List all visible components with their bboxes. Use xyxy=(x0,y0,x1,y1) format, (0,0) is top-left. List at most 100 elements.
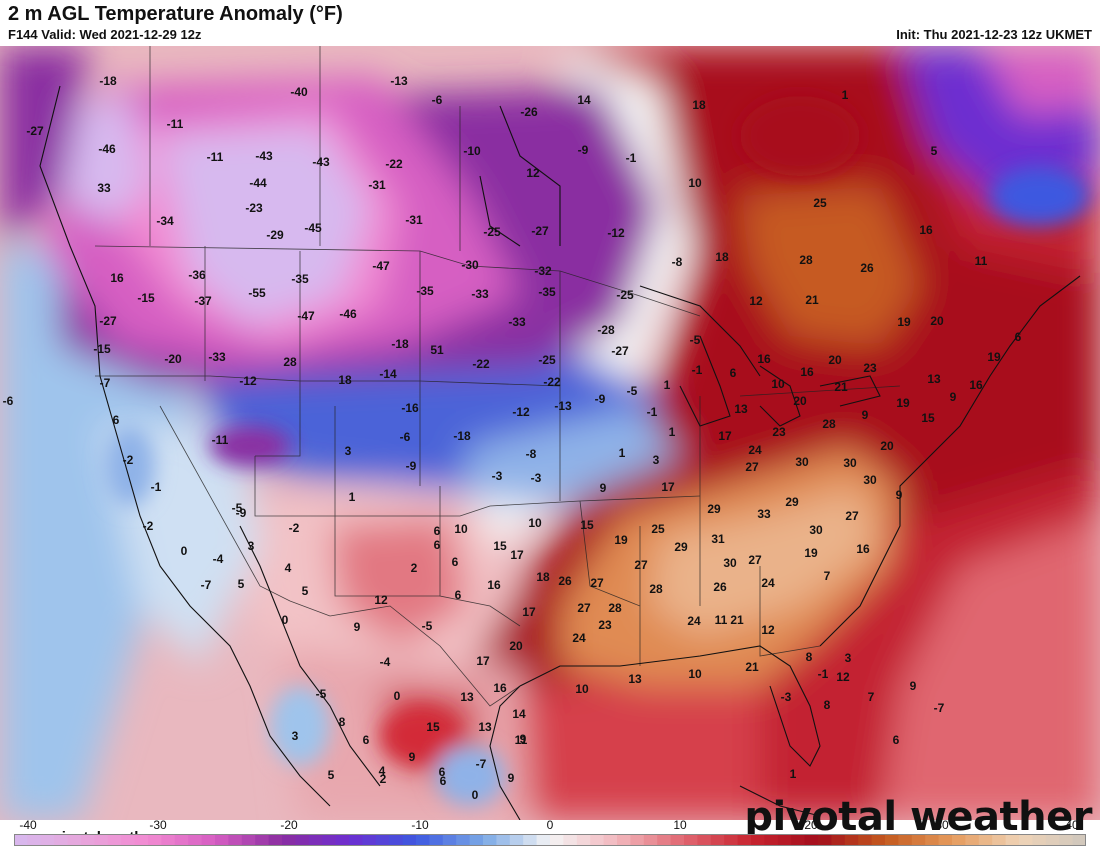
anomaly-value-label: -3 xyxy=(491,469,503,483)
colorbar-tick: 40 xyxy=(1065,818,1079,832)
anomaly-value-label: 6 xyxy=(1014,330,1022,344)
colorbar-swatch xyxy=(67,834,82,846)
anomaly-value-label: 23 xyxy=(598,618,612,632)
anomaly-field xyxy=(0,46,1100,820)
anomaly-value-label: -27 xyxy=(531,224,549,238)
anomaly-value-label: -5 xyxy=(421,619,433,633)
anomaly-value-label: 9 xyxy=(909,679,917,693)
anomaly-value-label: -3 xyxy=(530,471,542,485)
anomaly-value-label: 27 xyxy=(634,558,648,572)
colorbar-swatch xyxy=(791,834,806,846)
colorbar-swatch xyxy=(134,834,149,846)
anomaly-value-label: -2 xyxy=(122,453,134,467)
anomaly-value-label: -28 xyxy=(597,323,615,337)
anomaly-value-label: -13 xyxy=(390,74,408,88)
anomaly-value-label: -34 xyxy=(156,214,174,228)
anomaly-value-label: 23 xyxy=(772,425,786,439)
colorbar-swatch xyxy=(670,834,685,846)
colorbar-swatch xyxy=(617,834,631,846)
colorbar-tick: -20 xyxy=(280,818,298,832)
anomaly-value-label: -46 xyxy=(98,142,116,156)
anomaly-value-label: -18 xyxy=(99,74,117,88)
anomaly-value-label: 16 xyxy=(919,223,933,237)
anomaly-value-label: -2 xyxy=(288,521,300,535)
anomaly-value-label: 26 xyxy=(860,261,874,275)
anomaly-value-label: 9 xyxy=(861,408,869,422)
anomaly-value-label: -11 xyxy=(211,433,229,447)
colorbar-swatch xyxy=(536,834,551,846)
anomaly-details xyxy=(105,96,1090,806)
anomaly-value-label: -1 xyxy=(817,667,829,681)
anomaly-value-label: 18 xyxy=(338,373,352,387)
anomaly-value-label: 5 xyxy=(301,584,309,598)
anomaly-value-label: 6 xyxy=(454,588,462,602)
colorbar-swatch xyxy=(107,834,122,846)
anomaly-value-label: 6 xyxy=(112,413,120,427)
anomaly-value-label: 2 xyxy=(379,772,387,786)
anomaly-value-label: 6 xyxy=(451,555,459,569)
anomaly-value-label: 13 xyxy=(478,720,492,734)
anomaly-value-label: -7 xyxy=(200,578,212,592)
anomaly-value-label: 5 xyxy=(327,768,335,782)
anomaly-value-label: 15 xyxy=(921,411,935,425)
anomaly-value-label: -4 xyxy=(379,655,391,669)
anomaly-value-label: -15 xyxy=(137,291,155,305)
anomaly-value-label: 17 xyxy=(718,429,732,443)
colorbar-swatch xyxy=(911,834,926,846)
anomaly-value-label: 27 xyxy=(590,576,604,590)
anomaly-value-label: -47 xyxy=(297,309,315,323)
colorbar-swatch xyxy=(442,834,457,846)
colorbar-swatch xyxy=(576,834,591,846)
anomaly-value-label: 28 xyxy=(283,355,297,369)
valid-time: F144 Valid: Wed 2021-12-29 12z xyxy=(8,27,202,42)
anomaly-value-label: -27 xyxy=(26,124,44,138)
colorbar-swatch xyxy=(389,834,404,846)
colorbar-swatch xyxy=(201,834,216,846)
anomaly-value-label: 19 xyxy=(987,350,1001,364)
anomaly-value-label: -9 xyxy=(405,459,417,473)
anomaly-value-label: -31 xyxy=(405,213,423,227)
colorbar-swatch xyxy=(54,834,69,846)
anomaly-value-label: 26 xyxy=(713,580,727,594)
anomaly-value-label: 20 xyxy=(509,639,523,653)
colorbar-swatch xyxy=(456,834,471,846)
anomaly-value-label: -8 xyxy=(525,447,537,461)
anomaly-value-label: 26 xyxy=(558,574,572,588)
anomaly-value-label: 51 xyxy=(430,343,444,357)
colorbar-swatch xyxy=(630,834,645,846)
anomaly-value-label: -5 xyxy=(315,687,327,701)
anomaly-value-label: 13 xyxy=(927,372,941,386)
colorbar-tick: -40 xyxy=(19,818,37,832)
anomaly-value-label: 6 xyxy=(433,538,441,552)
anomaly-value-label: 14 xyxy=(577,93,591,107)
anomaly-value-label: -5 xyxy=(626,384,638,398)
temperature-anomaly-map: -18 -40 -13 -6 14 18 1 5 -27 -11 -46 -11 -43 -43 -22 -1… xyxy=(0,46,1100,820)
anomaly-value-label: -6 xyxy=(2,394,14,408)
colorbar-swatch xyxy=(925,834,940,846)
anomaly-value-label: 2 xyxy=(410,561,418,575)
colorbar-tick-labels: -40 -30 -20 -10 0 10 20 30 40 xyxy=(0,818,1100,834)
anomaly-value-label: -10 xyxy=(463,144,481,158)
anomaly-value-label: 27 xyxy=(577,601,591,615)
anomaly-value-label: 6 xyxy=(362,733,370,747)
colorbar-swatch xyxy=(349,834,363,846)
anomaly-value-label: 7 xyxy=(867,690,875,704)
anomaly-value-label: 29 xyxy=(707,502,721,516)
anomaly-value-label: 33 xyxy=(97,181,111,195)
anomaly-value-label: -47 xyxy=(372,259,390,273)
anomaly-value-label: -4 xyxy=(212,552,224,566)
colorbar-swatch xyxy=(590,834,605,846)
colorbar-swatch xyxy=(952,834,966,846)
colorbar-swatch xyxy=(121,834,136,846)
colorbar xyxy=(14,834,1086,846)
colorbar-swatch xyxy=(362,834,377,846)
anomaly-value-label: 15 xyxy=(493,539,507,553)
anomaly-value-label: 3 xyxy=(291,729,299,743)
anomaly-value-label: 12 xyxy=(836,670,850,684)
anomaly-value-label: -15 xyxy=(93,342,111,356)
anomaly-value-label: -13 xyxy=(554,399,572,413)
anomaly-value-label: -9 xyxy=(594,392,606,406)
anomaly-value-label: -35 xyxy=(291,272,309,286)
anomaly-value-label: -55 xyxy=(248,286,266,300)
anomaly-value-label: -22 xyxy=(472,357,490,371)
